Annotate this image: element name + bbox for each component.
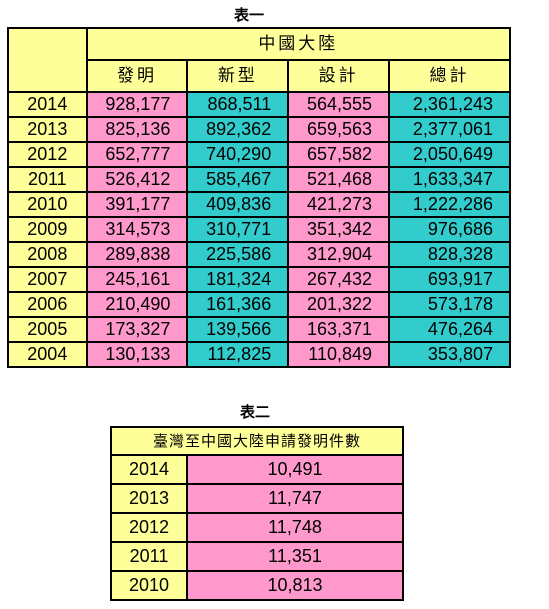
value-cell: 740,290 (186, 141, 290, 168)
value-cell: 245,161 (85, 266, 189, 293)
value-cell: 173,327 (85, 316, 189, 343)
table1-row: 2013 825,136 892,362 659,563 2,377,061 (7, 116, 511, 143)
value-cell: 225,586 (186, 241, 290, 268)
total-cell: 976,686 (388, 216, 511, 243)
year-cell: 2012 (7, 141, 88, 168)
table1-col-header: 發明 (85, 59, 189, 93)
table1-row: 2009 314,573 310,771 351,342 976,686 (7, 216, 511, 243)
table1-row: 2010 391,177 409,836 421,273 1,222,286 (7, 191, 511, 218)
year-cell: 2010 (7, 191, 88, 218)
total-cell: 2,361,243 (388, 91, 511, 118)
table2-row: 2010 10,813 (110, 570, 404, 601)
value-cell: 312,904 (287, 241, 391, 268)
value-cell: 130,133 (85, 341, 189, 368)
value-cell: 314,573 (85, 216, 189, 243)
year-cell: 2011 (110, 541, 188, 572)
table1-row: 2011 526,412 585,467 521,468 1,633,347 (7, 166, 511, 193)
table2-caption: 表二 (240, 403, 271, 421)
year-cell: 2006 (7, 291, 88, 318)
value-cell: 892,362 (186, 116, 290, 143)
value-cell: 585,467 (186, 166, 290, 193)
value-cell: 310,771 (186, 216, 290, 243)
table1-row: 2014 928,177 868,511 564,555 2,361,243 (7, 91, 511, 118)
year-cell: 2014 (110, 454, 188, 485)
value-cell: 391,177 (85, 191, 189, 218)
year-cell: 2014 (7, 91, 88, 118)
table1-row: 2005 173,327 139,566 163,371 476,264 (7, 316, 511, 343)
table1-row: 2004 130,133 112,825 110,849 353,807 (7, 341, 511, 368)
year-cell: 2005 (7, 316, 88, 343)
table1-col-header: 新型 (186, 59, 290, 93)
table1-region-header: 中國大陸 (85, 27, 512, 61)
value-cell: 110,849 (287, 341, 391, 368)
value-cell: 210,490 (85, 291, 189, 318)
total-cell: 353,807 (388, 341, 511, 368)
table2-row: 2011 11,351 (110, 541, 404, 572)
total-cell: 693,917 (388, 266, 511, 293)
table1-row: 2007 245,161 181,324 267,432 693,917 (7, 266, 511, 293)
table2-row: 2012 11,748 (110, 512, 404, 543)
table1-body: 2014 928,177 868,511 564,555 2,361,243 2013 82… (7, 91, 511, 368)
table1-col-header: 設計 (287, 59, 391, 93)
year-cell: 2009 (7, 216, 88, 243)
table1-china-patents: 中國大陸 發明 新型 設計 總計 2014 928,177 868,511 564,5… (7, 27, 512, 368)
table1-row: 2006 210,490 161,366 201,322 573,178 (7, 291, 511, 318)
value-cell: 409,836 (186, 191, 290, 218)
value-cell: 659,563 (287, 116, 391, 143)
year-cell: 2012 (110, 512, 188, 543)
total-cell: 2,050,649 (388, 141, 511, 168)
table1-corner-cell (7, 27, 88, 93)
value-cell: 657,582 (287, 141, 391, 168)
year-cell: 2010 (110, 570, 188, 601)
year-cell: 2007 (7, 266, 88, 293)
value-cell: 181,324 (186, 266, 290, 293)
year-cell: 2013 (7, 116, 88, 143)
total-cell: 2,377,061 (388, 116, 511, 143)
total-cell: 476,264 (388, 316, 511, 343)
count-cell: 11,748 (186, 512, 404, 543)
value-cell: 161,366 (186, 291, 290, 318)
value-cell: 267,432 (287, 266, 391, 293)
table2-title: 臺灣至中國大陸申請發明件數 (110, 426, 404, 456)
table1-row: 2008 289,838 225,586 312,904 828,328 (7, 241, 511, 268)
table2-row: 2013 11,747 (110, 483, 404, 514)
table1-caption: 表一 (234, 6, 265, 24)
count-cell: 10,813 (186, 570, 404, 601)
value-cell: 289,838 (85, 241, 189, 268)
table2-body: 2014 10,491 2013 11,747 2012 11,748 2011 11,351… (110, 454, 404, 601)
total-cell: 573,178 (388, 291, 511, 318)
total-cell: 828,328 (388, 241, 511, 268)
year-cell: 2004 (7, 341, 88, 368)
total-cell: 1,222,286 (388, 191, 511, 218)
value-cell: 928,177 (85, 91, 189, 118)
year-cell: 2013 (110, 483, 188, 514)
table2-row: 2014 10,491 (110, 454, 404, 485)
year-cell: 2011 (7, 166, 88, 193)
value-cell: 351,342 (287, 216, 391, 243)
count-cell: 10,491 (186, 454, 404, 485)
table2-taiwan-applications: 臺灣至中國大陸申請發明件數 2014 10,491 2013 11,747 2012 11… (110, 426, 404, 601)
value-cell: 825,136 (85, 116, 189, 143)
table1-row: 2012 652,777 740,290 657,582 2,050,649 (7, 141, 511, 168)
year-cell: 2008 (7, 241, 88, 268)
value-cell: 112,825 (186, 341, 290, 368)
count-cell: 11,351 (186, 541, 404, 572)
value-cell: 868,511 (186, 91, 290, 118)
table1-col-header: 總計 (388, 59, 511, 93)
value-cell: 163,371 (287, 316, 391, 343)
total-cell: 1,633,347 (388, 166, 511, 193)
value-cell: 526,412 (85, 166, 189, 193)
value-cell: 201,322 (287, 291, 391, 318)
value-cell: 421,273 (287, 191, 391, 218)
value-cell: 564,555 (287, 91, 391, 118)
value-cell: 521,468 (287, 166, 391, 193)
count-cell: 11,747 (186, 483, 404, 514)
value-cell: 139,566 (186, 316, 290, 343)
value-cell: 652,777 (85, 141, 189, 168)
